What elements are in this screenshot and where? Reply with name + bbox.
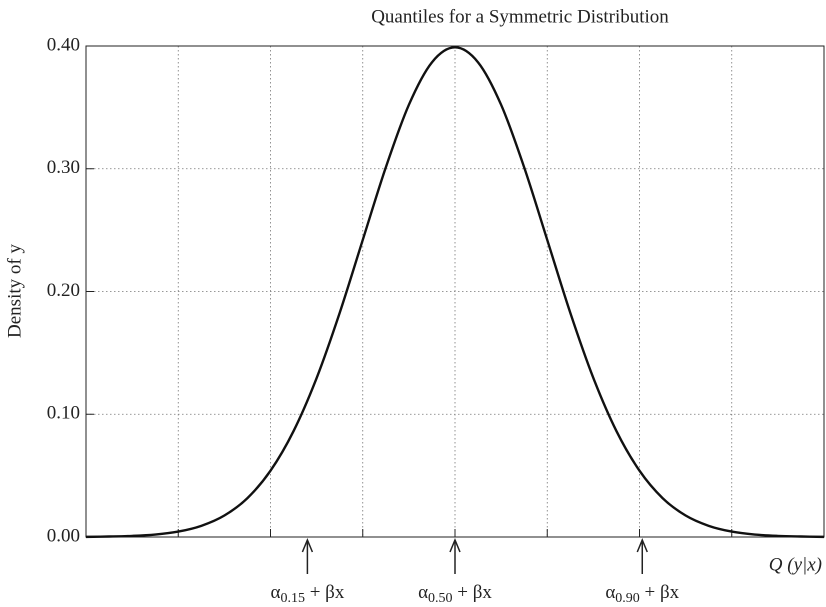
quantile-rest: + βx (640, 582, 680, 603)
y-tick-label: 0.00 (47, 525, 80, 546)
y-tick-label: 0.20 (47, 280, 80, 301)
quantile-rest: + βx (453, 582, 493, 603)
quantile-subscript: 0.15 (280, 591, 305, 606)
y-tick-label: 0.40 (47, 34, 80, 55)
chart-title: Quantiles for a Symmetric Distribution (371, 6, 669, 27)
x-axis-label: Q (y|x) (769, 554, 822, 575)
quantile-subscript: 0.90 (615, 591, 640, 606)
quantile-label: α0.50 + βx (418, 582, 492, 606)
quantile-symbol: α (605, 582, 615, 603)
quantile-label: α0.15 + βx (270, 582, 344, 606)
quantile-label: α0.90 + βx (605, 582, 679, 606)
arrow-head (301, 538, 314, 553)
quantile-symbol: α (418, 582, 428, 603)
arrow-head (636, 538, 648, 553)
y-axis-label: Density of y (4, 244, 25, 338)
y-tick-label: 0.30 (47, 157, 80, 178)
arrow-head (449, 538, 461, 553)
quantile-subscript: 0.50 (428, 591, 453, 606)
quantile-rest: + βx (305, 582, 345, 603)
y-tick-label: 0.10 (47, 403, 80, 424)
density-curve (85, 46, 825, 539)
plot-frame (85, 45, 825, 538)
quantile-symbol: α (270, 582, 280, 603)
